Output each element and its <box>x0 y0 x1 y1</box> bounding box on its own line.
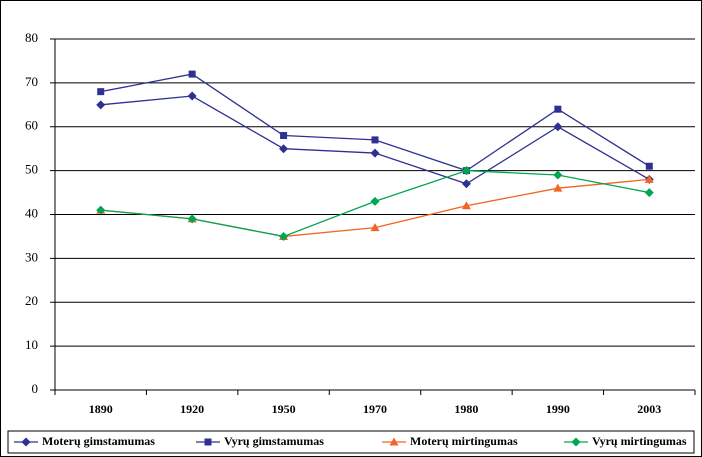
marker <box>21 437 31 447</box>
marker <box>96 100 106 110</box>
marker <box>553 122 563 132</box>
marker <box>370 196 380 206</box>
y-tick-label: 50 <box>25 162 38 177</box>
x-tick-label: 1950 <box>272 402 296 416</box>
x-tick-label: 1920 <box>180 402 204 416</box>
x-tick-label: 1890 <box>89 402 113 416</box>
marker <box>187 91 197 101</box>
marker <box>644 188 654 198</box>
y-tick-label: 20 <box>25 293 38 308</box>
legend-label: Moterų gimstamumas <box>42 434 155 448</box>
marker <box>187 214 197 224</box>
marker <box>279 144 289 154</box>
marker <box>644 174 654 183</box>
marker <box>97 88 105 96</box>
marker <box>370 148 380 158</box>
marker <box>645 162 653 170</box>
y-tick-label: 0 <box>32 381 39 396</box>
marker <box>188 70 196 78</box>
x-tick-label: 1990 <box>546 402 570 416</box>
marker <box>279 231 289 241</box>
x-tick-label: 1970 <box>363 402 387 416</box>
marker <box>96 205 106 215</box>
x-tick-label: 1980 <box>454 402 478 416</box>
marker <box>553 170 563 180</box>
marker <box>389 437 399 446</box>
legend-label: Vyrų gimstamumas <box>224 434 324 448</box>
marker <box>554 105 562 113</box>
marker <box>370 223 380 232</box>
marker <box>280 132 288 140</box>
y-tick-label: 30 <box>25 249 38 264</box>
y-tick-label: 10 <box>25 337 38 352</box>
legend-label: Vyrų mirtingumas <box>592 434 687 448</box>
marker <box>461 166 471 176</box>
marker <box>461 179 471 189</box>
y-tick-label: 40 <box>25 205 38 220</box>
marker <box>371 136 379 144</box>
marker <box>461 201 471 210</box>
x-tick-label: 2003 <box>637 402 661 416</box>
y-tick-label: 60 <box>25 118 38 133</box>
y-tick-label: 70 <box>25 74 38 89</box>
legend-box <box>7 430 695 454</box>
marker <box>204 438 212 446</box>
y-tick-label: 80 <box>25 30 38 45</box>
marker <box>553 183 563 192</box>
legend-label: Moterų mirtingumas <box>410 434 518 448</box>
marker <box>571 437 581 447</box>
